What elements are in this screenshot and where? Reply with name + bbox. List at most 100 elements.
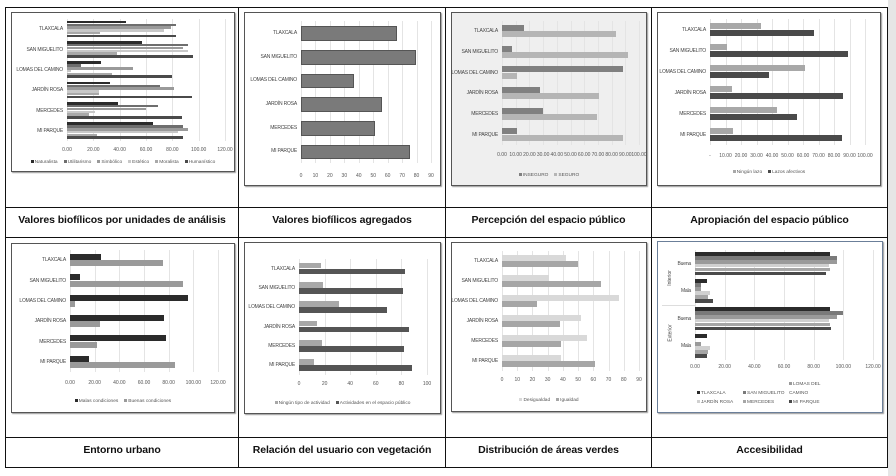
x-tick-label: 0.00 — [497, 152, 507, 158]
bar — [502, 314, 582, 321]
bar — [502, 107, 544, 114]
x-tick-label: 10.00 — [509, 152, 522, 158]
legend-item: MERCEDES — [743, 398, 787, 407]
bar — [695, 342, 701, 347]
legend-item: Ningún tipo de actividad — [274, 401, 330, 406]
bar — [710, 127, 734, 135]
bar — [710, 113, 797, 120]
bar — [67, 87, 174, 90]
x-tick-label: 100.00 — [631, 152, 647, 158]
cell-percepcion: TLAXCALA SAN MIGUELITO LOMAS DEL CAMINO JAR… — [445, 7, 652, 208]
x-tick-label: 70 — [399, 173, 405, 179]
x-tick-label: 100.00 — [191, 147, 207, 153]
category-label: SAN MIGUELITO — [258, 285, 296, 291]
legend-label: JARDÍN ROSA — [701, 400, 734, 405]
x-tick-label: 40.00 — [113, 380, 126, 386]
bar — [301, 26, 397, 42]
legend-item: Moralista — [155, 160, 179, 165]
bar — [710, 22, 762, 30]
x-tick-label: 60.00 — [796, 153, 810, 159]
legend-item: MI PARQUE — [789, 398, 833, 407]
bar — [70, 300, 75, 307]
legend-label: Moralista — [159, 160, 179, 165]
gridline — [301, 21, 302, 163]
gridline — [502, 251, 503, 371]
gridline — [818, 19, 820, 145]
gridline — [94, 250, 96, 372]
bar — [67, 43, 189, 47]
gridline — [639, 21, 640, 145]
bar — [502, 341, 562, 347]
legend-swatch-icon — [789, 400, 792, 404]
x-tick-label: 60.00 — [777, 364, 791, 370]
x-tick-label: 80 — [413, 173, 420, 179]
x-tick-label: 30 — [544, 377, 551, 383]
bar — [695, 251, 830, 256]
category-label: TLAXCALA — [474, 258, 498, 264]
x-tick-label: 50.00 — [564, 152, 577, 158]
gridline — [93, 19, 95, 141]
x-tick-label: 0.00 — [62, 147, 72, 153]
bar — [67, 55, 194, 58]
bar — [695, 314, 838, 319]
legend-swatch-icon — [335, 401, 339, 405]
gridline — [611, 21, 613, 145]
bar — [502, 72, 518, 79]
bar — [67, 46, 183, 50]
bar — [70, 335, 167, 342]
x-tick-label: 40.00 — [113, 147, 126, 153]
legend-label: INSEGURO — [522, 173, 549, 178]
chart-frame: TLAXCALA SAN MIGUELITO LOMAS DEL CAMINO JAR… — [657, 12, 881, 186]
gridline — [556, 21, 558, 145]
bar — [695, 306, 830, 311]
bar — [67, 113, 90, 116]
gridline — [329, 21, 331, 163]
category-label: LOMAS DEL CAMINO — [451, 298, 498, 304]
category-label: MI PARQUE — [472, 358, 498, 364]
gridline — [515, 21, 517, 145]
x-tick-label: 70.00 — [812, 153, 825, 159]
gridline — [387, 21, 389, 163]
x-tick-label: 50 — [575, 377, 581, 383]
caption-cell: Entorno urbano — [5, 437, 239, 468]
gridline — [350, 259, 352, 375]
bar — [70, 321, 100, 328]
caption-areas-verdes: Distribución de áreas verdes — [478, 444, 619, 456]
legend-item: Desigualdad — [519, 398, 550, 403]
bar — [710, 85, 732, 93]
bar — [502, 321, 560, 327]
chart-frame: TLAXCALA SAN MIGUELITO LOMAS DEL CAMINO JAR… — [11, 12, 235, 172]
gridline — [402, 21, 404, 163]
legend-swatch-icon — [697, 391, 700, 395]
gridline — [315, 21, 317, 163]
bar — [502, 261, 579, 267]
legend-label: Ningún tipo de actividad — [278, 401, 330, 406]
bar — [299, 288, 403, 294]
bar — [502, 66, 623, 73]
legend-swatch-icon — [743, 400, 746, 404]
legend-item: INSEGURO — [518, 173, 549, 178]
bar — [299, 262, 321, 269]
chart-frame: TLAXCALA SAN MIGUELITO LOMAS DEL CAMINO JAR… — [244, 12, 441, 186]
cell-entorno: TLAXCALA SAN MIGUELITO LOMAS DEL CAMINO JAR… — [5, 237, 239, 438]
bar — [695, 287, 701, 292]
x-tick-label: 80.00 — [166, 147, 179, 153]
category-label: MERCEDES — [471, 338, 498, 344]
bar — [67, 26, 172, 29]
legend-item: SEGURO — [554, 173, 579, 178]
category-label: MI PARQUE — [37, 127, 63, 134]
bar — [710, 43, 728, 51]
caption-cell: Apropiación del espacio público — [651, 207, 888, 238]
legend-swatch-icon — [97, 160, 101, 164]
caption-accesibilidad: Accesibilidad — [736, 444, 803, 456]
bar — [299, 365, 412, 372]
category-label: Mala — [680, 343, 691, 350]
bar — [301, 49, 416, 65]
bar — [695, 326, 832, 331]
plot-area: TLAXCALA SAN MIGUELITO LOMAS DEL CAMINO JAR… — [659, 19, 866, 145]
bar — [502, 334, 588, 341]
category-label: TLAXCALA — [474, 28, 498, 35]
category-label: MERCEDES — [39, 338, 66, 345]
legend-label: SAN MIGUELITO — [747, 391, 785, 396]
bar — [695, 271, 826, 276]
